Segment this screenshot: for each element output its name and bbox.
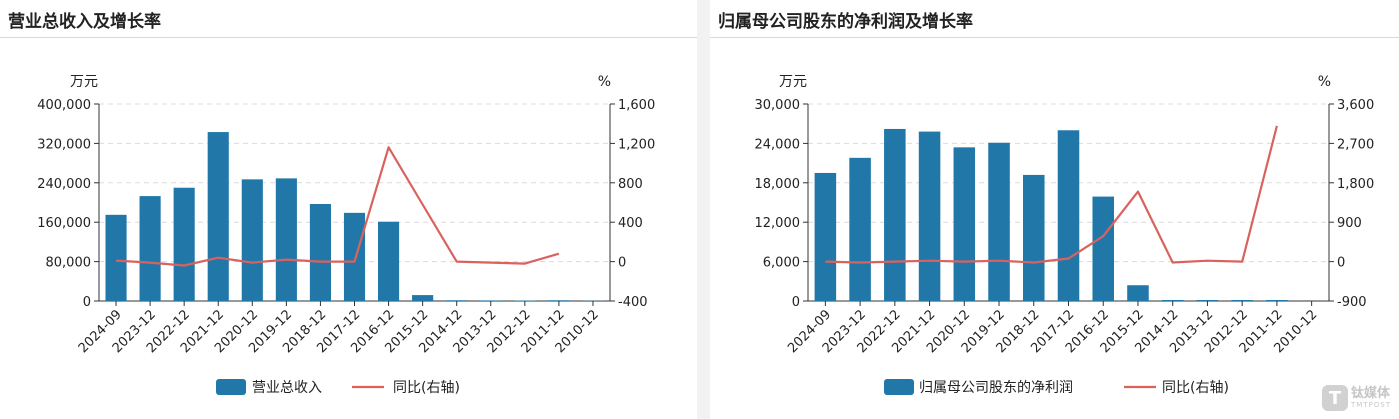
net-profit-chart: 30,000 3,600 24,000 2,700 18,000 1,800 12,000 9…	[755, 74, 1375, 396]
bar	[1161, 300, 1184, 301]
y-tick-label-left: 400,000	[37, 98, 91, 113]
y-tick-label-left: 6,000	[763, 256, 800, 271]
y-axis-unit-left: 万元	[779, 74, 807, 90]
y-tick-label-right: 900	[1337, 216, 1362, 231]
y-tick-label-right: 800	[618, 177, 643, 192]
y-tick-label-right: 0	[1337, 256, 1345, 271]
y-tick-label-left: 320,000	[37, 137, 91, 152]
bar	[988, 142, 1010, 301]
y-tick-label-right: 3,600	[1337, 98, 1374, 113]
bar	[918, 131, 941, 301]
y-tick-label-right: 400	[618, 216, 643, 231]
y-tick-label-left: 12,000	[755, 216, 801, 231]
bar	[884, 128, 906, 301]
bar	[378, 221, 400, 301]
bar	[1196, 300, 1219, 301]
y-tick-label-left: 24,000	[755, 137, 801, 152]
title-divider	[710, 37, 1399, 38]
bar	[275, 178, 297, 301]
legend-bar-label: 营业总收入	[252, 380, 322, 396]
y-tick-label-left: 80,000	[46, 256, 92, 271]
title-divider	[0, 37, 697, 38]
y-tick-label-left: 30,000	[755, 98, 801, 113]
y-tick-label-left: 18,000	[755, 177, 801, 192]
bar	[480, 300, 502, 301]
bar	[548, 300, 570, 301]
y-tick-label-left: 160,000	[37, 216, 91, 231]
bar	[412, 295, 434, 301]
y-tick-label-left: 0	[83, 295, 91, 310]
chart-title: 归属母公司股东的净利润及增长率	[718, 12, 973, 32]
watermark-name-en: TMTPOST	[1350, 401, 1391, 409]
bar	[1057, 130, 1080, 301]
bar	[1092, 196, 1115, 301]
y-tick-label-right: -900	[1337, 295, 1367, 310]
y-axis-unit-right: %	[1318, 74, 1331, 90]
y-tick-label-right: 2,700	[1337, 137, 1374, 152]
y-axis-unit-right: %	[598, 74, 611, 90]
legend-line-label: 同比(右轴)	[393, 380, 460, 396]
bar	[241, 179, 263, 301]
legend-bar-swatch	[884, 379, 914, 395]
y-tick-label-right: 1,200	[618, 137, 655, 152]
bar	[139, 196, 161, 301]
chart-panel-right: 归属母公司股东的净利润及增长率 30,000 3,600 24,000 2,700 18…	[710, 0, 1399, 419]
growth-line	[115, 146, 560, 267]
bar	[1022, 174, 1045, 301]
legend-bar-swatch	[216, 379, 246, 395]
y-axis-unit-left: 万元	[70, 74, 98, 90]
y-tick-label-right: 0	[618, 256, 626, 271]
bar	[1266, 300, 1288, 301]
bar	[207, 132, 229, 301]
bar	[953, 147, 976, 301]
bar	[849, 157, 871, 301]
bar	[446, 300, 468, 301]
y-tick-label-left: 0	[792, 295, 800, 310]
bar	[1231, 300, 1253, 301]
bar	[309, 203, 331, 301]
y-tick-label-left: 240,000	[37, 177, 91, 192]
watermark-logo: T 钛媒体 TMTPOST	[1321, 385, 1391, 411]
y-tick-label-right: -400	[618, 295, 648, 310]
bar	[343, 212, 366, 301]
tmtpost-logo-icon: T	[1321, 385, 1348, 411]
y-tick-label-right: 1,600	[618, 98, 655, 113]
bar	[1127, 285, 1149, 301]
bar	[105, 214, 127, 301]
revenue-chart: 400,000 1,600 320,000 1,200 240,000 800 160,00…	[37, 74, 655, 396]
bar	[173, 187, 195, 301]
growth-line	[825, 125, 1278, 264]
bar	[814, 172, 837, 301]
y-tick-label-right: 1,800	[1337, 177, 1374, 192]
legend-line-label: 同比(右轴)	[1162, 380, 1229, 396]
chart-panel-left: 营业总收入及增长率 400,000 1,600 320,000 1,200 240,00…	[0, 0, 697, 419]
watermark-name: 钛媒体	[1350, 386, 1390, 401]
chart-title: 营业总收入及增长率	[8, 12, 161, 32]
legend-bar-label: 归属母公司股东的净利润	[919, 379, 1073, 396]
